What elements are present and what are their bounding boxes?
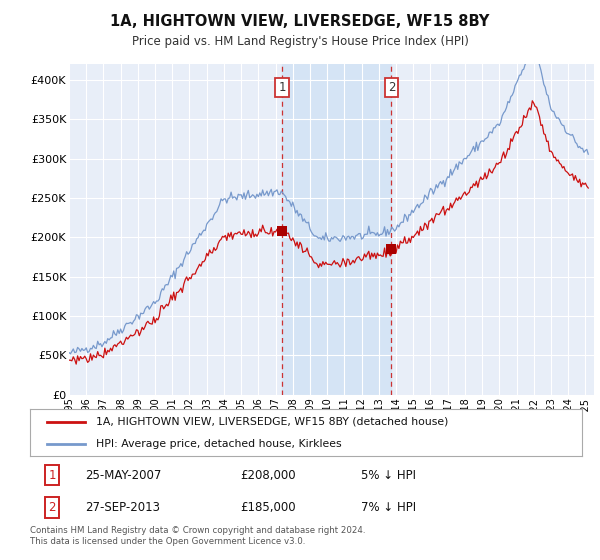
Text: 2: 2 <box>49 501 56 514</box>
Text: 1: 1 <box>278 81 286 94</box>
Text: 2: 2 <box>388 81 395 94</box>
Text: 25-MAY-2007: 25-MAY-2007 <box>85 469 161 482</box>
Bar <box>282 64 391 395</box>
Text: £185,000: £185,000 <box>240 501 295 514</box>
Text: 1A, HIGHTOWN VIEW, LIVERSEDGE, WF15 8BY: 1A, HIGHTOWN VIEW, LIVERSEDGE, WF15 8BY <box>110 14 490 29</box>
Text: 5% ↓ HPI: 5% ↓ HPI <box>361 469 416 482</box>
Text: 1: 1 <box>49 469 56 482</box>
Text: 27-SEP-2013: 27-SEP-2013 <box>85 501 160 514</box>
Text: £208,000: £208,000 <box>240 469 295 482</box>
Text: HPI: Average price, detached house, Kirklees: HPI: Average price, detached house, Kirk… <box>96 438 342 449</box>
Text: Price paid vs. HM Land Registry's House Price Index (HPI): Price paid vs. HM Land Registry's House … <box>131 35 469 48</box>
Text: 1A, HIGHTOWN VIEW, LIVERSEDGE, WF15 8BY (detached house): 1A, HIGHTOWN VIEW, LIVERSEDGE, WF15 8BY … <box>96 417 449 427</box>
Text: Contains HM Land Registry data © Crown copyright and database right 2024.
This d: Contains HM Land Registry data © Crown c… <box>30 526 365 546</box>
Text: 7% ↓ HPI: 7% ↓ HPI <box>361 501 416 514</box>
